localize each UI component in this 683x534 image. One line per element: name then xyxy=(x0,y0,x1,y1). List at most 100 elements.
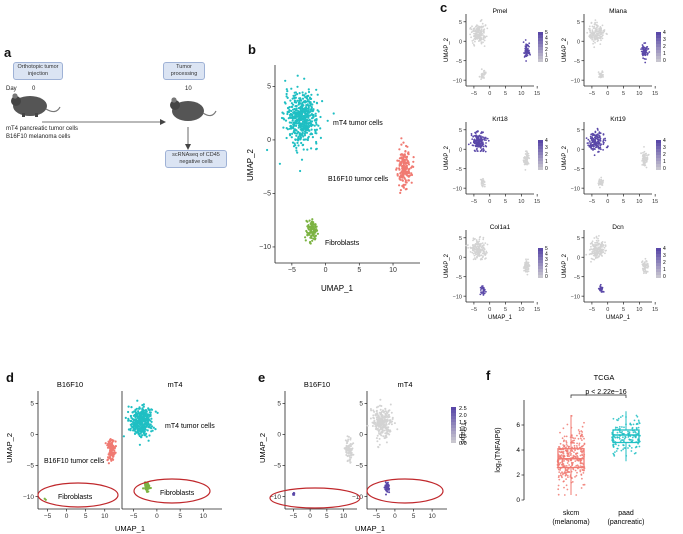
c-point xyxy=(480,68,483,71)
d-point xyxy=(132,426,135,429)
e-point xyxy=(378,437,381,440)
umap-clusters-plot: −5 0 5 10 5 0 −5 −10 UMAP_1 UMAP_2 mT4 tumor ce… xyxy=(246,65,420,293)
f-point xyxy=(576,434,578,437)
e-y-tick-label: 5 xyxy=(359,401,363,408)
b-point xyxy=(308,241,312,244)
legend-tick: 0 xyxy=(545,166,548,172)
c-point xyxy=(526,158,529,161)
c-point xyxy=(481,256,484,259)
b-point xyxy=(310,128,313,131)
c-point xyxy=(484,144,487,147)
c-point xyxy=(641,263,644,266)
f-point xyxy=(561,450,563,453)
c-point xyxy=(483,183,486,186)
b-point xyxy=(407,171,410,174)
legend-tick: 5 xyxy=(545,30,548,36)
b-point xyxy=(278,162,281,165)
b-point xyxy=(304,92,307,95)
c-point xyxy=(476,138,478,141)
legend-swatch xyxy=(538,164,543,167)
e-point xyxy=(384,436,387,439)
b-point xyxy=(293,110,296,113)
c-x-tick-label: −5 xyxy=(589,199,595,205)
f-point xyxy=(634,446,637,449)
e-point xyxy=(386,486,389,489)
f-point xyxy=(581,439,583,441)
f-point xyxy=(615,450,618,452)
b-point xyxy=(410,181,413,184)
c-y-tick-label: 5 xyxy=(459,20,462,26)
legend-swatch xyxy=(656,263,661,266)
b-point xyxy=(311,116,314,119)
d-xlabel: UMAP_1 xyxy=(115,524,145,533)
c-point xyxy=(590,245,592,248)
legend-tick: 1 xyxy=(663,51,666,57)
c-point xyxy=(483,32,485,34)
e-point xyxy=(391,418,394,420)
b-point xyxy=(302,125,305,128)
c-point xyxy=(597,28,599,30)
f-point xyxy=(631,439,634,442)
c-ylabel: UMAP_2 xyxy=(444,145,450,170)
legend-tick: 0 xyxy=(663,58,666,64)
e-ylabel: UMAP_2 xyxy=(258,433,267,463)
c-point xyxy=(593,237,596,239)
c-point xyxy=(600,148,602,151)
b-point xyxy=(289,112,292,115)
c-point xyxy=(601,24,604,27)
legend-swatch xyxy=(451,425,456,428)
c-point xyxy=(602,245,604,248)
c-point xyxy=(591,251,593,253)
c-point xyxy=(482,183,485,185)
c-point xyxy=(602,244,605,246)
d-point xyxy=(129,414,132,418)
c-point xyxy=(478,238,481,241)
c-point xyxy=(473,35,475,38)
b-point xyxy=(289,99,292,102)
e-point xyxy=(369,417,372,420)
e-point xyxy=(377,415,380,418)
b-point xyxy=(293,112,296,115)
b-point xyxy=(302,148,305,151)
c-point xyxy=(480,132,482,135)
cells-line-2: B16F10 melanoma cells xyxy=(6,134,71,140)
e-point xyxy=(373,419,376,422)
e-legend: 2.52.01.51.00.50.0 xyxy=(451,406,467,447)
c-point xyxy=(487,139,490,142)
b-point xyxy=(309,236,312,239)
b-point xyxy=(321,100,324,103)
d-x-tick-label: 5 xyxy=(84,513,88,520)
b-point xyxy=(285,92,288,96)
f-point xyxy=(557,468,560,471)
legend-swatch xyxy=(656,50,661,53)
e-point xyxy=(385,416,388,418)
c-point xyxy=(527,156,530,159)
b-point xyxy=(306,103,309,106)
c-point xyxy=(607,145,609,148)
c-x-tick-label: 10 xyxy=(518,307,524,313)
day-label: Day xyxy=(6,86,17,92)
b-point xyxy=(295,101,298,104)
f-point xyxy=(630,450,633,452)
b-y-tick-label: −5 xyxy=(263,191,271,198)
b-point xyxy=(405,187,408,191)
d-point xyxy=(124,416,127,419)
b-point xyxy=(398,148,401,151)
c-point xyxy=(527,154,530,157)
c-y-tick-label: −5 xyxy=(456,59,462,65)
c-point xyxy=(600,178,603,181)
c-point xyxy=(590,142,592,145)
legend-tick: 1 xyxy=(663,267,666,273)
d-label-fib-right: Fibroblasts xyxy=(160,490,195,497)
c-point xyxy=(483,181,486,183)
e-point xyxy=(345,454,348,456)
f-point xyxy=(619,416,622,418)
c-point xyxy=(596,245,598,247)
c-point xyxy=(600,254,603,257)
c-point xyxy=(473,135,476,137)
e-point xyxy=(348,459,351,462)
f-point xyxy=(632,423,635,426)
c-point xyxy=(595,137,597,140)
